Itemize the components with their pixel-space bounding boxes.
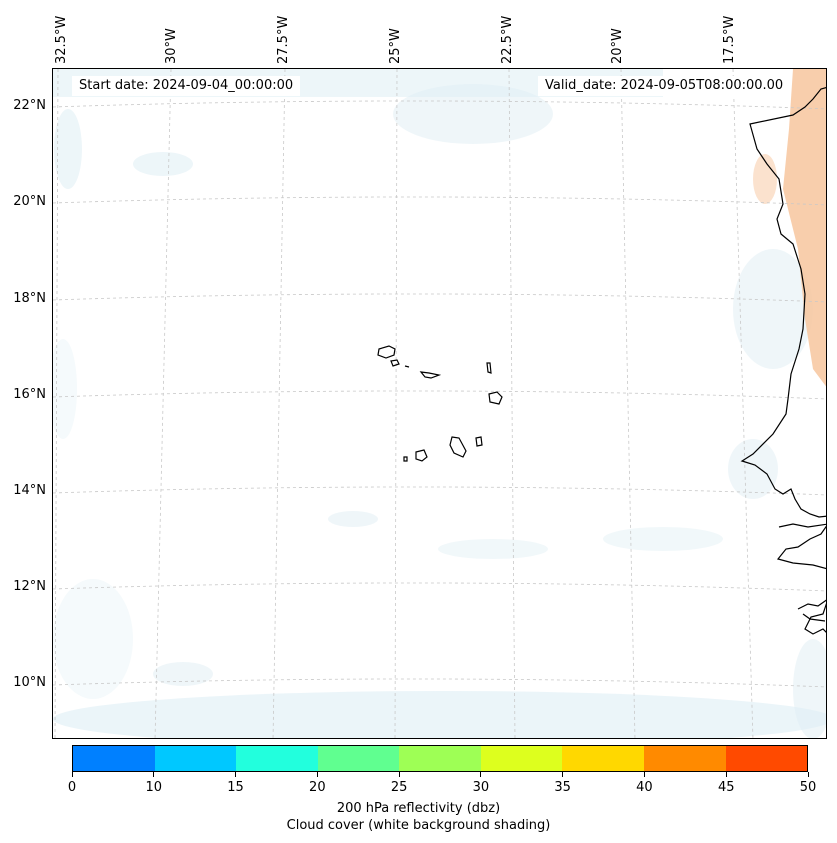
cloud-patch xyxy=(328,511,378,527)
lat-label-12n: 12°N xyxy=(13,579,46,594)
lat-label-10n: 10°N xyxy=(13,675,46,690)
colorbar-tick xyxy=(562,772,564,777)
colorbar-segment-35-40 xyxy=(562,746,644,771)
meridian-27-5w xyxy=(272,69,286,738)
coast-mauritania-senegal xyxy=(740,86,826,518)
cloud-patch xyxy=(793,639,826,738)
colorbar-segment-10-15 xyxy=(154,746,237,771)
cloud-patch xyxy=(393,84,553,144)
meridian-30w xyxy=(154,69,172,738)
lat-label-20n: 20°N xyxy=(13,194,46,209)
cape-verde-islands xyxy=(377,345,503,462)
parallel-16n xyxy=(53,390,826,400)
island-fogo xyxy=(415,449,428,462)
lon-label-22-5w: 22.5°W xyxy=(500,15,515,64)
colorbar-tick xyxy=(643,772,645,777)
colorbar-tick xyxy=(480,772,482,777)
colorbar-tick xyxy=(725,772,727,777)
colorbar-segment-15-20 xyxy=(236,746,318,771)
island-boa-vista xyxy=(488,391,503,405)
island-maio xyxy=(475,436,483,447)
colorbar-tick-label: 50 xyxy=(799,780,817,795)
colorbar-segment-25-30 xyxy=(399,746,481,771)
cloud-patch xyxy=(603,527,723,551)
colorbar-segment-45-50 xyxy=(725,746,808,771)
colorbar-tick-label: 25 xyxy=(390,780,408,795)
island-santiago xyxy=(449,436,467,458)
lon-label-27-5w: 27.5°W xyxy=(276,15,291,64)
parallel-22n xyxy=(53,100,826,110)
cloud-patch xyxy=(53,339,77,439)
island-sal xyxy=(486,362,492,374)
colorbar-segment-30-35 xyxy=(480,746,563,771)
reflectivity-area xyxy=(783,69,826,387)
lat-label-16n: 16°N xyxy=(13,387,46,402)
colorbar-tick-label: 0 xyxy=(67,780,77,795)
lon-label-30w: 30°W xyxy=(164,28,179,64)
cloud-patch xyxy=(133,152,193,176)
colorbar-tick-label: 40 xyxy=(636,780,653,795)
graticule xyxy=(53,69,826,738)
lon-label-17-5w: 17.5°W xyxy=(722,15,737,64)
coast-guinea xyxy=(797,599,826,635)
meridian-25w xyxy=(394,69,398,738)
cloud-patch xyxy=(733,249,813,369)
coast-guinea-south xyxy=(802,613,826,622)
lat-label-14n: 14°N xyxy=(13,483,46,498)
parallel-18n xyxy=(53,293,826,303)
island-santo-antao xyxy=(377,345,396,359)
island-sao-vicente xyxy=(390,359,400,367)
colorbar-segment-40-45 xyxy=(643,746,726,771)
reflectivity-shading xyxy=(753,69,826,387)
coast-guinea-bissau xyxy=(776,523,826,570)
valid-date-label: Valid_date: 2024-09-05T08:00:00.00 xyxy=(538,76,791,96)
island-sao-nicolau xyxy=(419,371,442,379)
colorbar-tick xyxy=(398,772,400,777)
meridian-17-5w xyxy=(732,69,754,738)
parallel-20n xyxy=(53,196,826,206)
island-brava xyxy=(403,456,408,462)
colorbar-tick-label: 45 xyxy=(717,780,735,795)
lat-label-18n: 18°N xyxy=(13,291,46,306)
lat-label-22n: 22°N xyxy=(13,98,46,113)
colorbar-tick xyxy=(316,772,318,777)
colorbar-tick-label: 10 xyxy=(145,780,163,795)
map-canvas xyxy=(53,69,826,738)
island-santa-luzia xyxy=(404,365,410,368)
african-coastline xyxy=(740,86,826,635)
meridian-22-5w xyxy=(508,69,516,738)
cloud-band-bottom xyxy=(53,691,826,738)
colorbar-label-line2: Cloud cover (white background shading) xyxy=(286,818,551,833)
colorbar-tick-label: 15 xyxy=(227,780,244,795)
cloud-patch xyxy=(153,662,213,686)
colorbar-tick xyxy=(71,772,73,777)
colorbar-tick xyxy=(807,772,809,777)
meridian-32-5w xyxy=(54,69,59,738)
colorbar-label-line1: 200 hPa reflectivity (dbz) xyxy=(336,801,501,816)
lon-label-32-5w: 32.5°W xyxy=(54,15,69,64)
parallel-14n xyxy=(53,486,826,496)
start-date-label: Start date: 2024-09-04_00:00:00 xyxy=(72,76,301,96)
cloud-patch xyxy=(53,579,133,699)
cloud-patch xyxy=(54,109,82,189)
colorbar-segment-20-25 xyxy=(317,746,400,771)
colorbar-tick-label: 30 xyxy=(472,780,490,795)
reflectivity-area xyxy=(753,154,777,204)
lon-label-25w: 25°W xyxy=(388,28,403,64)
parallel-12n xyxy=(53,582,826,592)
map-panel xyxy=(52,68,827,739)
colorbar-tick xyxy=(153,772,155,777)
cloud-cover-shading xyxy=(53,69,826,738)
colorbar-tick-label: 35 xyxy=(554,780,571,795)
meridian-20w xyxy=(620,69,636,738)
colorbar xyxy=(72,745,808,772)
cloud-patch xyxy=(438,539,548,559)
cloud-patch xyxy=(728,439,778,499)
colorbar-segment-0-10 xyxy=(73,746,155,771)
lon-label-20w: 20°W xyxy=(610,28,625,64)
colorbar-tick xyxy=(235,772,237,777)
colorbar-tick-label: 20 xyxy=(309,780,326,795)
parallel-10n xyxy=(53,678,826,688)
